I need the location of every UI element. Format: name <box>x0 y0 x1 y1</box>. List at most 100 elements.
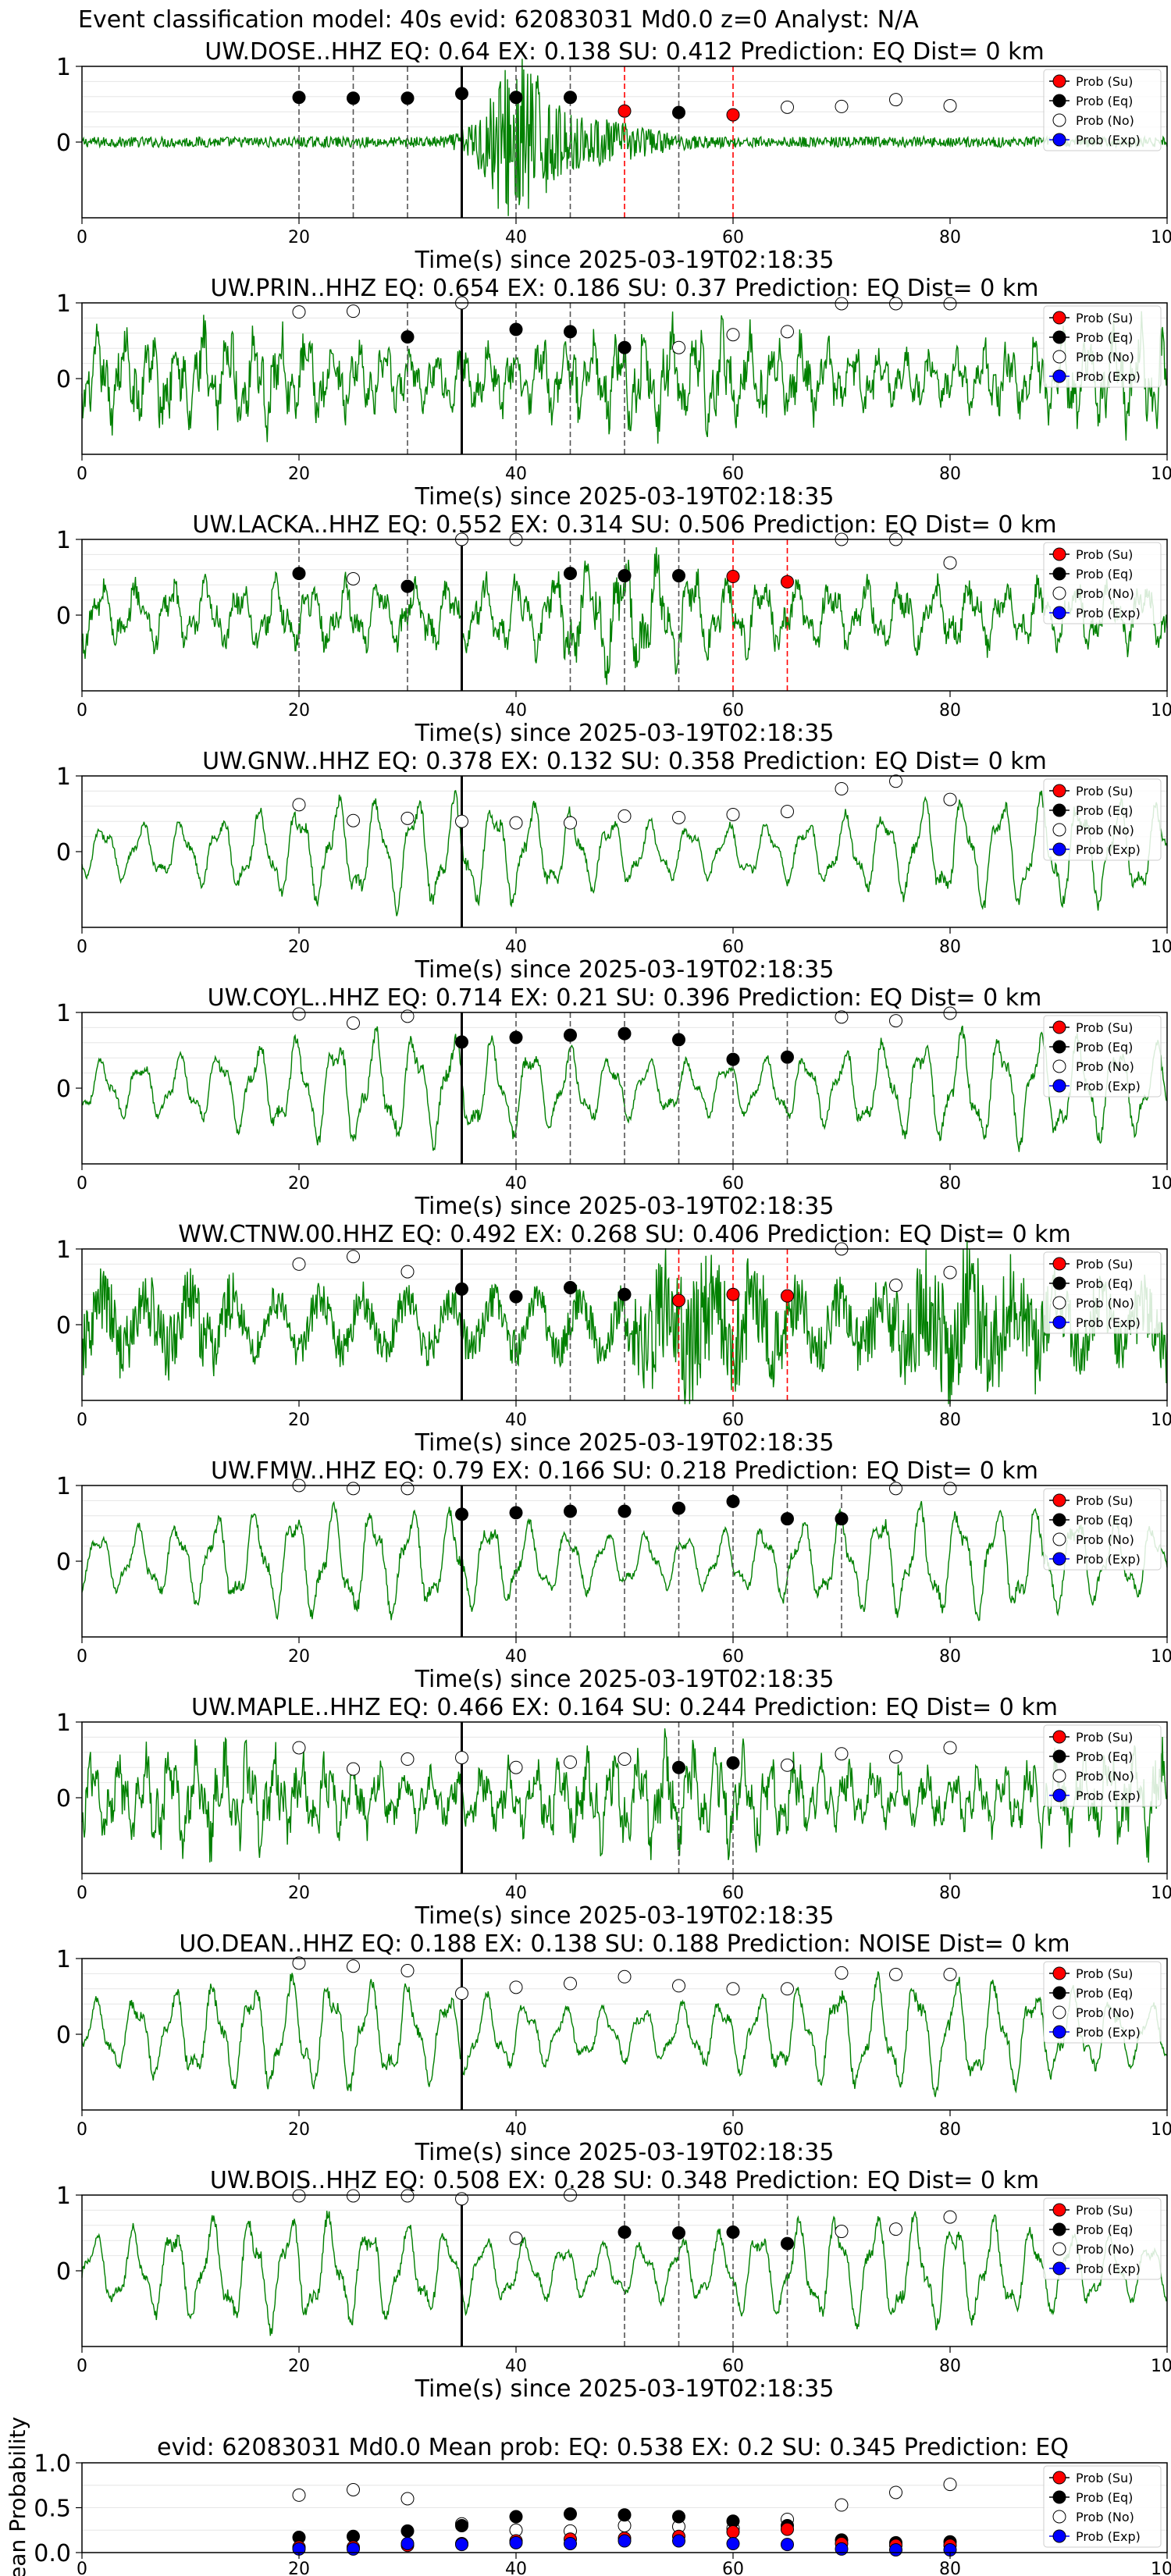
legend: Prob (Su) Prob (Eq) Prob (No) Prob (Exp) <box>1043 1961 1162 2044</box>
x-tick-label: 100 <box>1151 2357 1171 2376</box>
prob-marker-no <box>509 1760 523 1774</box>
prob-marker-no <box>672 810 685 824</box>
legend-label-su: Prob (Su) <box>1076 784 1133 799</box>
prob-marker-no <box>781 805 794 819</box>
prob-marker-no <box>889 1967 902 1981</box>
legend-box <box>1043 1961 1162 2044</box>
prob-marker-eq <box>509 1506 523 1520</box>
prob-marker-su <box>781 1289 794 1303</box>
prob-marker-no <box>292 305 306 319</box>
prob-marker-no <box>400 811 415 825</box>
prob-marker-no <box>943 2210 957 2224</box>
x-tick-label: 100 <box>1151 1411 1171 1430</box>
legend: Prob (Su) Prob (Eq) Prob (No) Prob (Exp) <box>1043 1488 1162 1571</box>
y-tick-label: 0 <box>56 366 71 393</box>
waveform-panel-3: UW.LACKA..HHZ EQ: 0.552 EX: 0.314 SU: 0.… <box>56 511 1171 747</box>
x-tick-label: 0 <box>77 2120 87 2140</box>
x-tick-label: 20 <box>288 938 310 957</box>
legend-marker-su <box>1052 74 1066 88</box>
mean-marker-eq <box>618 2508 632 2522</box>
prob-marker-no <box>509 1980 523 1994</box>
legend-label-su: Prob (Su) <box>1076 311 1133 326</box>
x-tick-label: 60 <box>722 464 744 484</box>
legend-marker-su <box>1052 311 1066 325</box>
x-tick-label: 0 <box>77 1174 87 1194</box>
x-tick-label: 20 <box>288 701 310 720</box>
x-tick-label: 0 <box>77 464 87 484</box>
legend-label-no: Prob (No) <box>1076 1059 1134 1074</box>
x-tick-label: 60 <box>722 1884 744 1903</box>
prob-marker-eq <box>509 1030 523 1044</box>
prob-marker-no <box>509 816 523 830</box>
y-tick-label: 0 <box>56 130 71 157</box>
prob-marker-no <box>943 1006 957 1020</box>
x-tick-label: 40 <box>505 2120 527 2140</box>
prob-marker-eq <box>564 325 577 339</box>
legend-marker-eq <box>1052 2222 1066 2236</box>
prob-marker-no <box>943 98 957 112</box>
prob-marker-no <box>943 1967 957 1981</box>
legend-label-eq: Prob (Eq) <box>1076 1749 1133 1764</box>
mean-marker-no <box>889 2485 902 2500</box>
legend-label-su: Prob (Su) <box>1076 1257 1133 1272</box>
legend-marker-no <box>1052 2005 1066 2019</box>
prob-marker-no <box>835 1747 849 1761</box>
legend-label-eq: Prob (Eq) <box>1076 2490 1133 2505</box>
x-tick-label: 40 <box>505 1174 527 1194</box>
prob-marker-no <box>455 1987 468 2001</box>
prob-marker-no <box>455 1751 468 1765</box>
prob-marker-no <box>400 1009 415 1023</box>
mean-marker-no <box>400 2492 415 2506</box>
legend-label-exp: Prob (Exp) <box>1076 2529 1141 2544</box>
x-tick-label: 40 <box>505 938 527 957</box>
legend-marker-no <box>1052 1532 1066 1546</box>
legend-marker-exp <box>1052 133 1066 147</box>
prob-marker-eq <box>835 1512 849 1526</box>
y-tick-label: 1 <box>56 2183 71 2210</box>
mean-marker-exp <box>781 2538 794 2552</box>
prob-marker-eq <box>455 1507 468 1521</box>
waveform-panel-6: WW.CTNW.00.HHZ EQ: 0.492 EX: 0.268 SU: 0… <box>56 1221 1171 1457</box>
y-tick-label: 0.5 <box>34 2496 71 2523</box>
prob-marker-eq <box>726 1052 740 1066</box>
legend-box <box>1043 69 1162 151</box>
legend-label-exp: Prob (Exp) <box>1076 606 1141 621</box>
y-tick-label: 0 <box>56 1549 71 1576</box>
x-tick-label: 40 <box>505 2357 527 2376</box>
prob-marker-eq <box>292 567 306 581</box>
mean-marker-eq <box>564 2507 577 2521</box>
prob-marker-eq <box>400 91 415 105</box>
prob-marker-eq <box>509 1290 523 1304</box>
prob-marker-eq <box>672 1501 685 1515</box>
mean-marker-exp <box>347 2542 360 2556</box>
legend-marker-exp <box>1052 2529 1066 2543</box>
prob-marker-eq <box>564 91 577 105</box>
y-tick-label: 1 <box>56 1473 71 1500</box>
legend: Prob (Su) Prob (Eq) Prob (No) Prob (Exp) <box>1043 305 1162 388</box>
x-tick-label: 20 <box>288 1411 310 1430</box>
waveform-panel-2: UW.PRIN..HHZ EQ: 0.654 EX: 0.186 SU: 0.3… <box>56 275 1171 511</box>
prob-marker-no <box>889 774 902 788</box>
panel-title: UW.LACKA..HHZ EQ: 0.552 EX: 0.314 SU: 0.… <box>192 511 1056 539</box>
legend-marker-no <box>1052 1769 1066 1783</box>
legend-marker-su <box>1052 547 1066 561</box>
legend-label-no: Prob (No) <box>1076 1769 1134 1784</box>
legend-label-eq: Prob (Eq) <box>1076 2222 1133 2237</box>
legend-label-eq: Prob (Eq) <box>1076 567 1133 582</box>
prob-marker-eq <box>726 1494 740 1508</box>
waveform-trace <box>81 1025 1168 1152</box>
prob-marker-no <box>455 2192 468 2206</box>
prob-marker-no <box>400 1265 415 1279</box>
legend-marker-exp <box>1052 842 1066 856</box>
legend-label-eq: Prob (Eq) <box>1076 94 1133 109</box>
prob-marker-no <box>781 1758 794 1772</box>
x-tick-label: 40 <box>505 464 527 484</box>
legend-marker-no <box>1052 586 1066 600</box>
y-tick-label: 0 <box>56 1312 71 1340</box>
prob-marker-no <box>347 1016 360 1030</box>
prob-marker-eq <box>564 1504 577 1518</box>
prob-marker-no <box>347 1250 360 1264</box>
legend: Prob (Su) Prob (Eq) Prob (No) Prob (Exp) <box>1043 1251 1162 1334</box>
y-tick-label: 1 <box>56 54 71 81</box>
prob-marker-no <box>292 1257 306 1271</box>
